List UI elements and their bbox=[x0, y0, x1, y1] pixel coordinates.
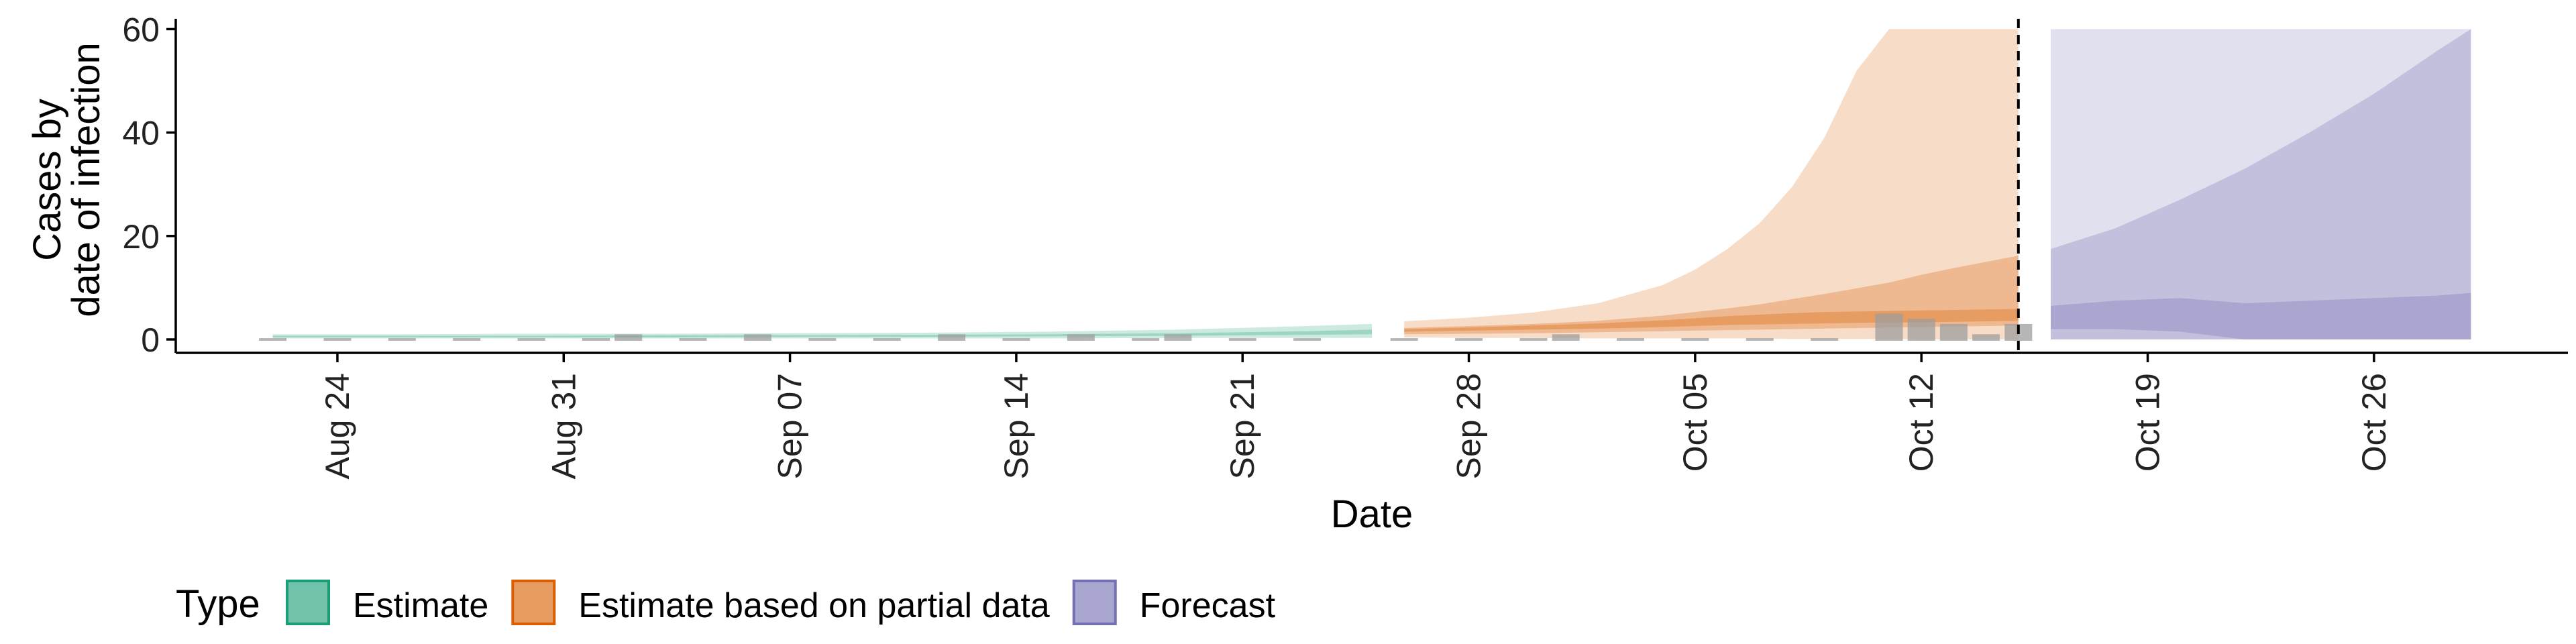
legend-swatch-partial-estimate bbox=[511, 580, 556, 625]
legend-label-forecast: Forecast bbox=[1140, 586, 1276, 625]
x-tick-label: Oct 12 bbox=[1902, 373, 1940, 472]
legend-swatch-estimate bbox=[286, 580, 330, 625]
y-tick-label: 40 bbox=[122, 115, 160, 152]
reported-case-bar bbox=[388, 338, 416, 341]
x-tick-label: Oct 26 bbox=[2355, 373, 2393, 472]
reported-case-bar bbox=[1939, 323, 1968, 341]
reported-case-bar bbox=[1907, 319, 1935, 341]
axes bbox=[174, 19, 2568, 354]
estimate-outer-band bbox=[272, 323, 1373, 339]
reported-case-bar bbox=[1002, 338, 1030, 341]
reported-case-bar bbox=[743, 334, 771, 341]
x-tick-label: Sep 28 bbox=[1450, 373, 1488, 479]
reported-case-bar bbox=[1811, 338, 1839, 341]
reported-case-bar bbox=[1132, 338, 1160, 341]
ribbon-layer bbox=[272, 29, 2471, 340]
forecast-core-band bbox=[2051, 292, 2471, 339]
legend-swatch-forecast bbox=[1072, 580, 1117, 625]
x-tick-label: Sep 21 bbox=[1224, 373, 1261, 479]
reported-case-bar bbox=[1164, 334, 1192, 341]
y-axis-ticks: 0 20 40 60 bbox=[122, 11, 176, 359]
reported-case-bar bbox=[1390, 338, 1418, 341]
partial-estimate-core-band bbox=[1404, 309, 2019, 332]
reported-case-bar bbox=[1875, 313, 1903, 341]
x-tick-label: Sep 07 bbox=[771, 373, 809, 479]
legend-label-estimate: Estimate bbox=[353, 586, 488, 625]
reported-case-bar bbox=[1681, 338, 1709, 341]
reported-case-bar bbox=[1617, 338, 1644, 341]
reported-case-bar bbox=[1746, 338, 1774, 341]
reported-case-bar bbox=[1972, 334, 2000, 341]
y-axis-label-line-1: Cases by bbox=[25, 99, 69, 261]
x-tick-label: Aug 24 bbox=[319, 373, 356, 479]
x-axis-ticks: Aug 24 Aug 31 Sep 07 Sep 14 Sep 21 Sep 28 Oct … bbox=[319, 353, 2393, 479]
reported-case-bar bbox=[1519, 338, 1548, 341]
reported-case-bar bbox=[614, 334, 643, 341]
reported-case-bar bbox=[259, 338, 287, 341]
legend-label-partial-estimate: Estimate based on partial data bbox=[578, 586, 1050, 625]
reported-case-bar bbox=[582, 338, 610, 341]
reported-case-bar bbox=[1552, 334, 1580, 341]
reported-case-bar bbox=[1293, 338, 1322, 341]
reported-case-bar bbox=[323, 338, 352, 341]
y-tick-label: 20 bbox=[122, 218, 160, 256]
reported-case-bar bbox=[873, 338, 901, 341]
reported-case-bar bbox=[1228, 338, 1256, 341]
reported-case-bar bbox=[679, 338, 707, 341]
partial-estimate-inner-band bbox=[1404, 256, 2019, 335]
reported-case-bar bbox=[1067, 334, 1095, 341]
estimate-inner-band bbox=[272, 329, 1373, 337]
x-tick-label: Oct 05 bbox=[1676, 373, 1714, 472]
x-tick-label: Aug 31 bbox=[545, 373, 582, 479]
forecast-inner-band bbox=[2051, 29, 2471, 340]
partial-estimate-outer-band bbox=[1404, 29, 2019, 340]
y-tick-label: 0 bbox=[141, 321, 160, 359]
legend-title: Type bbox=[176, 582, 260, 626]
reported-case-bar bbox=[1455, 338, 1483, 341]
reported-case-bar bbox=[453, 338, 481, 341]
x-tick-label: Oct 19 bbox=[2129, 373, 2167, 472]
forecast-outer-band bbox=[2051, 29, 2471, 340]
x-axis-label: Date bbox=[1331, 492, 1413, 536]
reported-case-bar bbox=[517, 338, 545, 341]
y-axis-label-line-2: date of infection bbox=[64, 42, 108, 317]
reported-cases-layer bbox=[259, 313, 2033, 341]
reported-case-bar bbox=[808, 338, 837, 341]
y-tick-label: 60 bbox=[122, 11, 160, 48]
reported-case-bar bbox=[938, 334, 966, 341]
legend: Type Estimate Estimate based on partial d… bbox=[176, 580, 1276, 626]
x-tick-label: Sep 14 bbox=[998, 373, 1035, 479]
